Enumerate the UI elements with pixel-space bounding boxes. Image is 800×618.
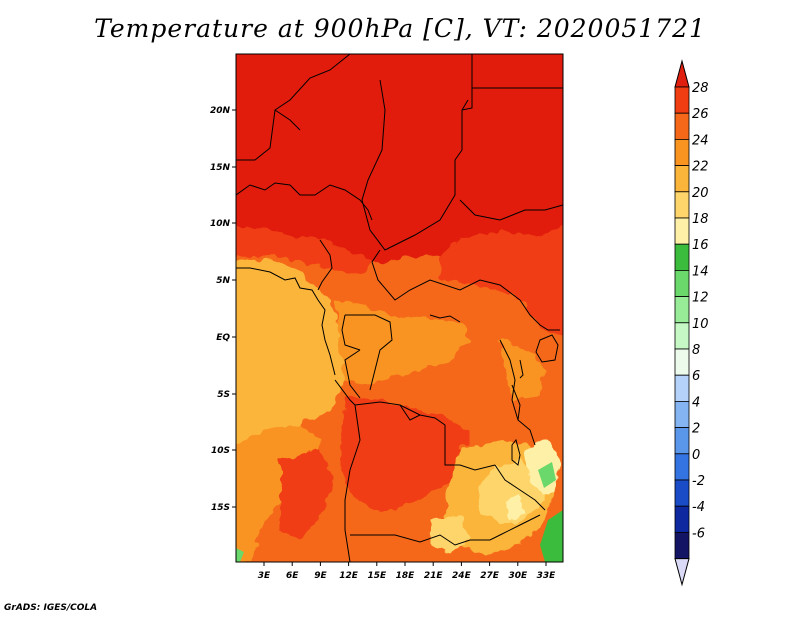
cool-highland-patch (540, 510, 563, 562)
colorbar-segment (674, 86, 690, 114)
colorbar-label: 18 (692, 212, 709, 227)
colorbar-segment (674, 112, 690, 140)
map-title: Temperature at 900hPa [C], VT: 202005172… (94, 14, 706, 43)
lon-tick-label: 18E (396, 571, 416, 581)
lakes (511, 334, 559, 466)
lat-tick-label: 15S (211, 503, 230, 513)
lat-tick-label: 20N (210, 106, 231, 116)
colorbar-label: 16 (692, 238, 709, 253)
lon-tick-label: 30E (508, 571, 528, 581)
colorbar-segment (674, 348, 690, 376)
lon-tick-label: 6E (286, 571, 299, 581)
lat-tick-label: 10N (210, 219, 231, 229)
colorbar-segment (674, 296, 690, 324)
colorbar-segment (674, 217, 690, 245)
colorbar-segment (674, 165, 690, 193)
lat-tick-label: 15N (210, 163, 231, 173)
lon-tick-label: 24E (452, 571, 472, 581)
colorbar-label: 4 (692, 395, 700, 410)
map-frame (235, 53, 564, 563)
colorbar-label: 14 (692, 264, 709, 279)
colorbar-label: -6 (692, 526, 705, 541)
colorbar-max-arrow (674, 59, 690, 88)
colorbar-label: 22 (692, 160, 709, 175)
colorbar-segment (674, 243, 690, 271)
grads-credit: GrADS: IGES/COLA (4, 603, 98, 613)
lon-tick-label: 33E (537, 571, 557, 581)
latitude-ticks: 20N 15N 10N 5N EQ 5S 10S 15S (210, 106, 236, 513)
colorbar-label: 6 (692, 369, 700, 384)
country-borders (236, 54, 563, 562)
lon-tick-label: 9E (314, 571, 327, 581)
lon-tick-label: 27E (480, 571, 500, 581)
colorbar-segment (674, 269, 690, 297)
colorbar-segment (674, 479, 690, 507)
lon-tick-label: 3E (258, 571, 271, 581)
colorbar-segment (674, 427, 690, 455)
colorbar-label: -4 (692, 500, 705, 515)
temperature-field (236, 54, 563, 562)
colorbar-min-arrow (674, 558, 690, 587)
colorbar-segment (674, 400, 690, 428)
colorbar-segment (674, 138, 690, 166)
lat-tick-label: 5N (216, 276, 230, 286)
colorbar-label: 26 (692, 107, 709, 122)
lon-tick-label: 21E (424, 571, 444, 581)
longitude-ticks: 3E 6E 9E 12E 15E 18E 21E 24E 27E 30E 33E (258, 562, 556, 581)
lat-tick-label: 5S (217, 390, 230, 400)
colorbar-segment (674, 453, 690, 481)
lat-tick-label: 10S (211, 446, 230, 456)
colorbar-label: 8 (692, 343, 700, 358)
colorbar-segment (674, 532, 690, 560)
colorbar-segment (674, 374, 690, 402)
colorbar-label: 20 (692, 186, 709, 201)
colorbar-segment (674, 191, 690, 219)
colorbar-segment (674, 505, 690, 533)
colorbar-label: 0 (692, 448, 700, 463)
colorbar-label: 24 (692, 133, 709, 148)
lon-tick-label: 15E (367, 571, 387, 581)
colorbar-label: 28 (692, 81, 709, 96)
colorbar-segment (674, 322, 690, 350)
colorbar-label: -2 (692, 474, 705, 489)
lat-tick-label: EQ (216, 333, 230, 343)
colorbar-label: 2 (692, 422, 700, 437)
colorbar-label: 12 (692, 291, 709, 306)
colorbar-label: 10 (692, 317, 709, 332)
lon-tick-label: 12E (339, 571, 359, 581)
